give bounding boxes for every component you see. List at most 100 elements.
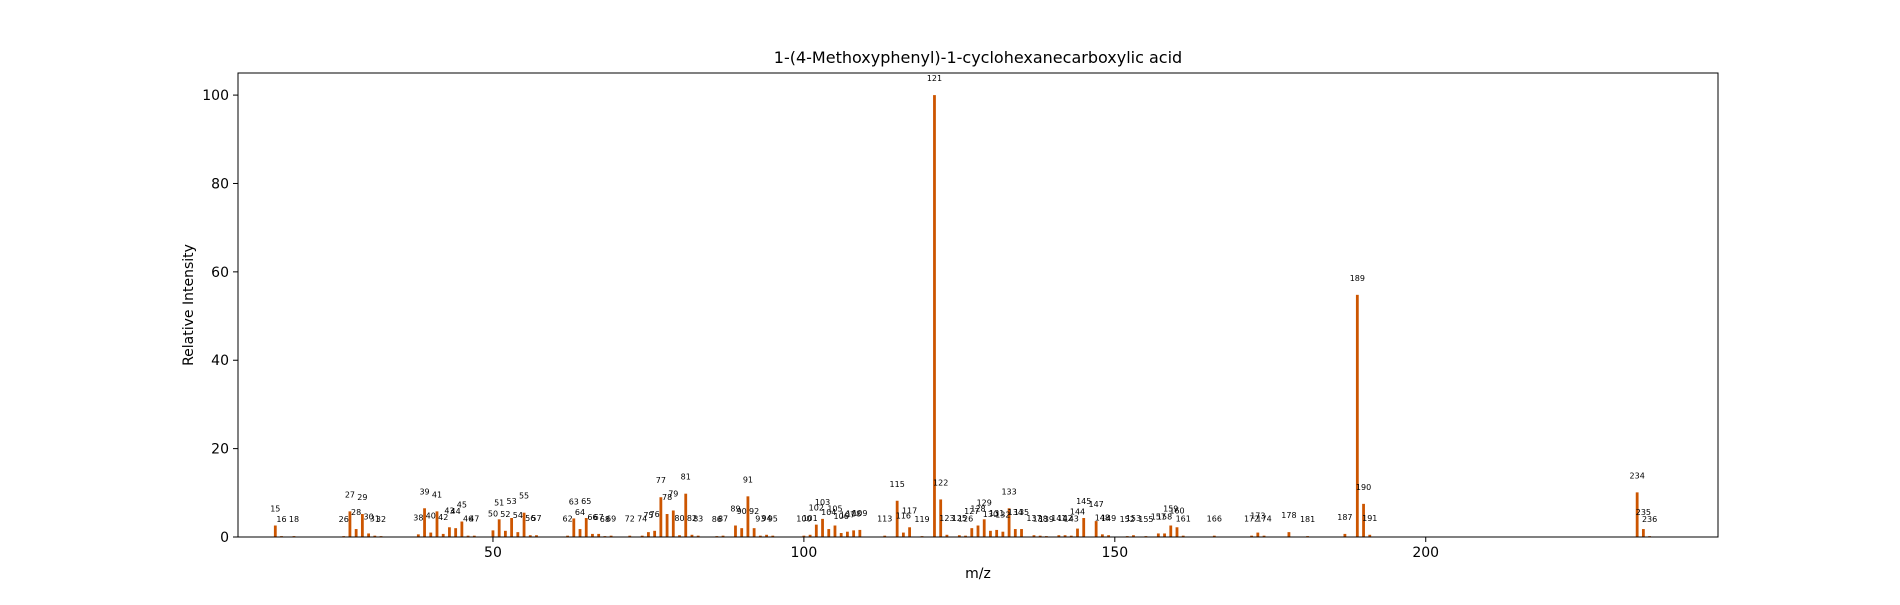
peak-bar-187 xyxy=(1343,533,1347,537)
peak-label-153: 153 xyxy=(1126,514,1141,523)
peak-bar-234 xyxy=(1635,492,1639,537)
peak-bar-109 xyxy=(858,529,862,537)
peak-label-43: 43 xyxy=(444,506,454,515)
peak-bar-123 xyxy=(945,534,949,537)
peak-label-130: 130 xyxy=(983,510,998,519)
peak-label-147: 147 xyxy=(1089,500,1104,509)
peak-label-141: 141 xyxy=(1051,514,1066,523)
x-tick-label-50: 50 xyxy=(484,545,502,561)
peak-label-54: 54 xyxy=(513,511,523,520)
peak-bar-173 xyxy=(1256,532,1260,537)
peak-bar-235 xyxy=(1641,529,1645,537)
peak-bar-143 xyxy=(1069,535,1073,537)
peak-label-62: 62 xyxy=(562,515,572,524)
peak-bar-50 xyxy=(491,530,495,537)
peak-bar-75 xyxy=(647,532,650,537)
peak-label-166: 166 xyxy=(1207,515,1222,524)
peak-label-178: 178 xyxy=(1281,511,1296,520)
peak-bar-38 xyxy=(416,534,420,537)
peak-label-68: 68 xyxy=(600,515,610,524)
peak-label-158: 158 xyxy=(1157,512,1172,521)
peak-bar-128 xyxy=(976,525,980,537)
peak-bar-104 xyxy=(827,529,831,537)
peak-bar-81 xyxy=(684,493,688,537)
peak-bar-45 xyxy=(460,521,464,537)
peak-label-123: 123 xyxy=(939,514,954,523)
peak-label-149: 149 xyxy=(1101,514,1116,523)
peak-bar-131 xyxy=(995,529,999,537)
peak-label-94: 94 xyxy=(761,514,771,523)
y-tick-label-20: 20 xyxy=(211,442,229,458)
peak-label-95: 95 xyxy=(768,515,778,524)
peak-bar-90 xyxy=(740,528,744,537)
peak-label-101: 101 xyxy=(802,514,817,523)
peak-bar-92 xyxy=(752,528,756,537)
peak-label-115: 115 xyxy=(890,480,905,489)
peak-bar-101 xyxy=(808,534,812,537)
peak-bar-54 xyxy=(516,532,520,537)
peak-bar-42 xyxy=(441,533,445,537)
peak-label-72: 72 xyxy=(625,515,635,524)
peak-label-87: 87 xyxy=(718,515,728,524)
peak-bar-189 xyxy=(1355,294,1359,537)
peak-label-53: 53 xyxy=(507,497,517,506)
peak-label-143: 143 xyxy=(1064,515,1079,524)
peak-bar-132 xyxy=(1001,531,1005,537)
peak-bar-133 xyxy=(1007,508,1011,537)
peak-bar-64 xyxy=(578,529,582,537)
peak-label-27: 27 xyxy=(345,490,355,499)
peak-bar-62 xyxy=(566,535,569,537)
peak-label-81: 81 xyxy=(681,473,691,482)
y-tick-label-60: 60 xyxy=(211,265,229,281)
peak-bar-117 xyxy=(908,527,911,537)
peak-label-121: 121 xyxy=(927,74,942,83)
peak-label-135: 135 xyxy=(1014,508,1029,517)
peak-label-55: 55 xyxy=(519,492,529,501)
x-axis-label: m/z xyxy=(965,566,991,582)
peak-bar-65 xyxy=(584,518,588,537)
peak-bar-137 xyxy=(1032,535,1036,537)
peak-bar-77 xyxy=(659,497,663,537)
peak-label-160: 160 xyxy=(1169,506,1184,515)
peak-bar-157 xyxy=(1156,533,1160,537)
y-tick-label-80: 80 xyxy=(211,176,229,192)
peak-label-90: 90 xyxy=(737,507,747,516)
peak-label-91: 91 xyxy=(743,475,753,484)
peak-label-93: 93 xyxy=(755,515,765,524)
bars-layer xyxy=(273,95,1651,537)
peak-bar-160 xyxy=(1175,527,1179,537)
peak-bar-161 xyxy=(1181,535,1185,537)
peak-bar-102 xyxy=(814,524,818,537)
peak-label-47: 47 xyxy=(469,515,479,524)
peak-label-127: 127 xyxy=(964,507,979,516)
peak-bar-87 xyxy=(721,535,725,537)
peak-bar-82 xyxy=(690,534,694,537)
peak-bar-47 xyxy=(472,535,476,537)
peak-label-117: 117 xyxy=(902,506,917,515)
peak-label-105: 105 xyxy=(827,505,842,514)
peak-label-187: 187 xyxy=(1337,513,1352,522)
peak-label-64: 64 xyxy=(575,508,585,517)
peak-bar-158 xyxy=(1163,533,1166,537)
peak-bar-78 xyxy=(665,514,669,537)
peak-label-15: 15 xyxy=(270,505,280,514)
peak-label-82: 82 xyxy=(687,514,697,523)
peak-label-75: 75 xyxy=(643,511,653,520)
peak-bar-66 xyxy=(591,533,594,537)
peak-label-181: 181 xyxy=(1300,515,1315,524)
peak-label-79: 79 xyxy=(668,489,678,498)
peak-bar-148 xyxy=(1100,534,1104,537)
peak-label-67: 67 xyxy=(594,513,604,522)
peak-label-122: 122 xyxy=(933,478,948,487)
peak-bar-83 xyxy=(696,535,700,537)
peak-label-236: 236 xyxy=(1642,515,1657,524)
peak-label-76: 76 xyxy=(650,510,660,519)
peak-label-39: 39 xyxy=(419,487,429,496)
x-tick-label-100: 100 xyxy=(791,545,818,561)
peak-bar-52 xyxy=(503,530,507,537)
peak-bar-138 xyxy=(1038,535,1042,537)
peak-bar-29 xyxy=(360,514,364,537)
peak-bar-94 xyxy=(765,534,768,537)
peak-label-191: 191 xyxy=(1362,514,1377,523)
